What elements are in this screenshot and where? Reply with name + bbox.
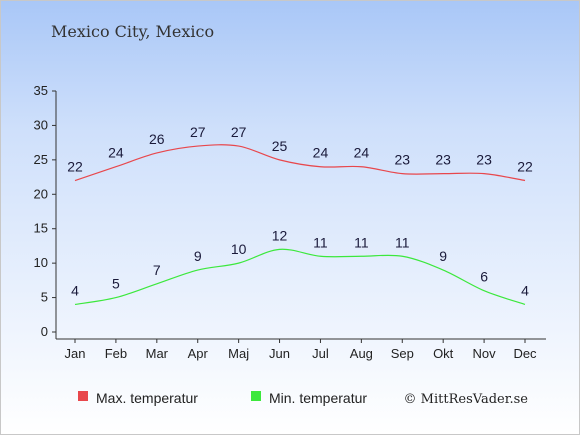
- data-label-max: 23: [435, 152, 451, 168]
- data-label-min: 4: [521, 282, 529, 298]
- legend-swatch-min: [251, 391, 261, 401]
- y-tick-label: 5: [41, 290, 48, 305]
- y-tick-label: 15: [34, 221, 48, 236]
- credit-link[interactable]: © MittResVader.se: [404, 392, 529, 407]
- x-tick-label: Jan: [65, 346, 86, 361]
- legend-label-min: Min. temperatur: [269, 390, 367, 406]
- y-tick-label: 20: [34, 186, 48, 201]
- data-label-min: 4: [71, 282, 79, 298]
- data-label-max: 27: [190, 124, 206, 140]
- x-tick-label: Okt: [433, 346, 454, 361]
- chart-data-labels: 22 24 26 27 27 25 24 24 23 23 23 22 4 5 7 9 10 12 11 11 11 9 6…: [67, 124, 533, 298]
- data-label-max: 24: [108, 145, 124, 161]
- data-label-max: 26: [149, 131, 165, 147]
- y-tick-label: 25: [34, 152, 48, 167]
- data-label-max: 27: [231, 124, 247, 140]
- x-tick-label: Jul: [312, 346, 329, 361]
- x-tick-label: Maj: [228, 346, 249, 361]
- legend-label-max: Max. temperatur: [96, 390, 198, 406]
- data-label-min: 5: [112, 276, 120, 292]
- data-label-min: 11: [313, 234, 328, 250]
- data-label-max: 22: [517, 159, 533, 175]
- legend-swatch-max: [78, 391, 88, 401]
- x-tick-label: Aug: [350, 346, 373, 361]
- data-label-min: 10: [231, 241, 247, 257]
- x-tick-label: Jun: [269, 346, 290, 361]
- data-label-min: 12: [272, 227, 288, 243]
- x-tick-label: Dec: [513, 346, 537, 361]
- data-label-min: 6: [480, 269, 488, 285]
- data-label-min: 9: [439, 248, 447, 264]
- chart-title: Mexico City, Mexico: [51, 22, 214, 41]
- x-tick-label: Nov: [473, 346, 497, 361]
- y-tick-label: 30: [34, 117, 48, 132]
- y-tick-label: 0: [41, 324, 48, 339]
- data-label-max: 23: [394, 152, 410, 168]
- data-label-max: 24: [354, 145, 370, 161]
- data-label-max: 23: [476, 152, 492, 168]
- y-tick-label: 35: [34, 83, 48, 98]
- data-label-max: 22: [67, 159, 83, 175]
- series-line-max: [74, 144, 526, 182]
- data-label-max: 24: [313, 145, 329, 161]
- data-label-min: 7: [153, 262, 161, 278]
- y-tick-label: 10: [34, 255, 48, 270]
- data-label-max: 25: [272, 138, 288, 154]
- series-line-min: [74, 248, 526, 306]
- data-label-min: 11: [354, 234, 369, 250]
- x-tick-label: Mar: [146, 346, 169, 361]
- data-label-min: 11: [395, 234, 410, 250]
- x-tick-label: Apr: [188, 346, 209, 361]
- x-tick-label: Sep: [391, 346, 414, 361]
- chart-lines: [74, 144, 526, 306]
- x-tick-label: Feb: [105, 346, 127, 361]
- legend: Max. temperatur Min. temperatur: [78, 390, 367, 406]
- data-label-min: 9: [194, 248, 202, 264]
- chart-axes: 0 5 10 15 20 25 30 35 Jan Feb Mar Apr Maj Jun Jul Aug Se…: [34, 83, 546, 361]
